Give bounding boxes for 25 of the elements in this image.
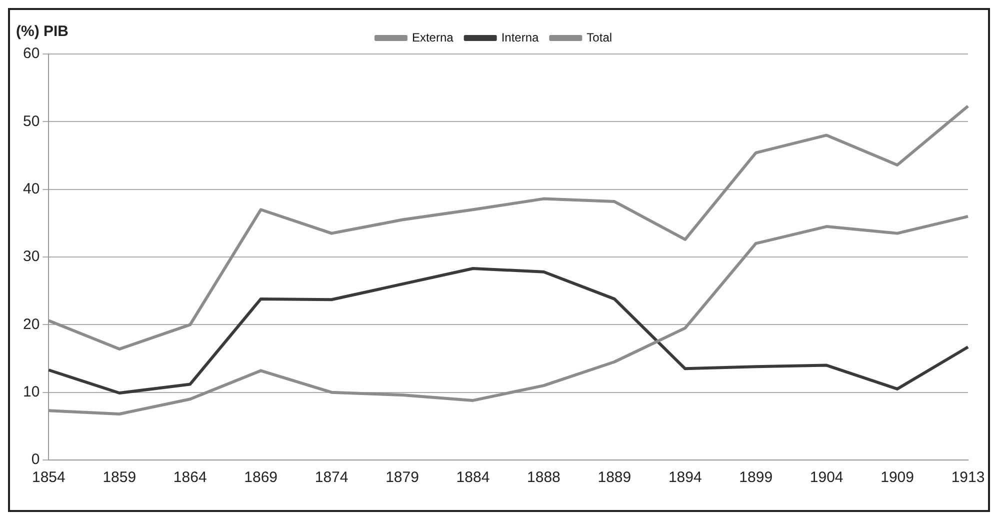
- x-tick-label: 1913: [951, 469, 985, 486]
- y-tick-label: 60: [22, 45, 40, 62]
- y-tick-label: 30: [22, 248, 40, 266]
- y-tick-label: 40: [22, 180, 40, 198]
- legend-label: Interna: [501, 30, 540, 44]
- x-tick-label: 1889: [598, 469, 632, 486]
- x-tick-label: 1894: [668, 469, 702, 486]
- x-tick-label: 1869: [244, 469, 278, 486]
- y-axis-title: (%) PIB: [16, 23, 69, 40]
- x-tick-label: 1899: [739, 469, 773, 486]
- y-tick-label: 0: [31, 451, 40, 468]
- x-tick-label: 1909: [880, 469, 914, 486]
- legend-label: Externa: [412, 30, 454, 44]
- x-tick-label: 1854: [32, 469, 66, 486]
- x-tick-label: 1884: [456, 469, 490, 486]
- x-tick-label: 1859: [102, 469, 136, 486]
- legend-label: Total: [586, 30, 612, 44]
- y-tick-label: 20: [22, 316, 40, 333]
- y-tick-label: 50: [22, 112, 40, 130]
- x-tick-label: 1888: [527, 469, 560, 486]
- y-tick-label: 10: [22, 383, 40, 400]
- x-tick-label: 1904: [810, 469, 844, 486]
- x-tick-label: 1864: [173, 469, 207, 486]
- x-tick-label: 1879: [386, 469, 419, 486]
- x-tick-label: 1874: [314, 469, 348, 486]
